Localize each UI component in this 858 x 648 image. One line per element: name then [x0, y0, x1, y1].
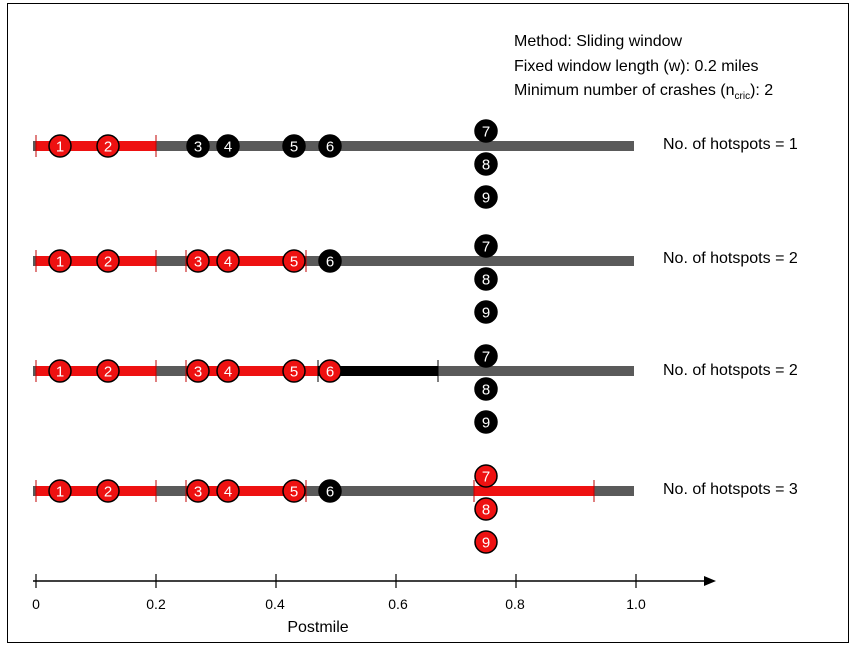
crash-marker-3	[186, 134, 210, 158]
crash-marker-2	[96, 359, 120, 383]
crash-number: 8	[482, 272, 490, 289]
crash-number: 6	[326, 364, 334, 381]
crash-number: 5	[290, 364, 298, 381]
crash-number: 7	[482, 124, 490, 141]
axis-tick-label: 0.8	[505, 596, 525, 612]
crash-number: 3	[194, 254, 202, 271]
crash-number: 3	[194, 364, 202, 381]
crash-number: 3	[194, 484, 202, 501]
axis-label: Postmile	[287, 619, 349, 636]
axis-tick-label: 0	[32, 596, 40, 612]
crash-number: 1	[56, 139, 64, 156]
axis-tick-label: 0.6	[388, 596, 408, 612]
crash-number: 1	[56, 364, 64, 381]
crash-marker-5	[282, 249, 306, 273]
crash-number: 8	[482, 382, 490, 399]
crash-marker-8	[474, 152, 498, 176]
crash-marker-3	[186, 479, 210, 503]
method-text: Method: Sliding window	[514, 33, 683, 50]
crash-number: 7	[482, 349, 490, 366]
crash-marker-2	[96, 134, 120, 158]
crash-number: 2	[104, 254, 112, 271]
crash-number: 2	[104, 139, 112, 156]
crash-number: 5	[290, 254, 298, 271]
crash-number: 9	[482, 415, 490, 432]
min-crashes-text: Minimum number of crashes (ncric): 2	[514, 82, 774, 103]
crash-marker-5	[282, 134, 306, 158]
crash-marker-2	[96, 479, 120, 503]
crash-number: 4	[224, 139, 232, 156]
crash-number: 8	[482, 157, 490, 174]
crash-number: 5	[290, 139, 298, 156]
crash-number: 1	[56, 254, 64, 271]
crash-marker-4	[216, 134, 240, 158]
crash-marker-2	[96, 249, 120, 273]
crash-number: 5	[290, 484, 298, 501]
crash-number: 6	[326, 254, 334, 271]
crash-number: 6	[326, 139, 334, 156]
crash-number: 7	[482, 469, 490, 486]
crash-marker-5	[282, 359, 306, 383]
axis-arrow-icon	[704, 576, 716, 586]
hotspot-count-row-3: No. of hotspots = 2	[663, 362, 798, 379]
crash-marker-1	[48, 134, 72, 158]
hotspot-count-row-1: No. of hotspots = 1	[663, 136, 798, 153]
crash-marker-6	[318, 479, 342, 503]
crash-number: 2	[104, 484, 112, 501]
crash-number: 3	[194, 139, 202, 156]
crash-marker-6	[318, 359, 342, 383]
crash-marker-8	[474, 267, 498, 291]
crash-number: 2	[104, 364, 112, 381]
crash-marker-6	[318, 134, 342, 158]
crash-number: 4	[224, 484, 232, 501]
crash-number: 6	[326, 484, 334, 501]
crash-number: 4	[224, 364, 232, 381]
crash-marker-9	[474, 530, 498, 554]
crash-number: 8	[482, 502, 490, 519]
crash-number: 7	[482, 239, 490, 256]
crash-marker-9	[474, 300, 498, 324]
crash-marker-9	[474, 410, 498, 434]
crash-marker-3	[186, 249, 210, 273]
crash-number: 9	[482, 305, 490, 322]
crash-marker-3	[186, 359, 210, 383]
crash-marker-8	[474, 377, 498, 401]
crash-marker-4	[216, 249, 240, 273]
crash-number: 4	[224, 254, 232, 271]
crash-marker-1	[48, 359, 72, 383]
crash-marker-1	[48, 479, 72, 503]
window-length-text: Fixed window length (w): 0.2 miles	[514, 58, 759, 75]
crash-marker-5	[282, 479, 306, 503]
crash-marker-7	[474, 344, 498, 368]
crash-marker-6	[318, 249, 342, 273]
crash-marker-4	[216, 479, 240, 503]
crash-marker-8	[474, 497, 498, 521]
crash-marker-7	[474, 464, 498, 488]
hotspot-count-row-4: No. of hotspots = 3	[663, 481, 798, 498]
crash-number: 9	[482, 190, 490, 207]
crash-marker-7	[474, 119, 498, 143]
axis-tick-label: 0.4	[265, 596, 285, 612]
hotspot-count-row-2: No. of hotspots = 2	[663, 250, 798, 267]
crash-marker-1	[48, 249, 72, 273]
axis-tick-label: 1.0	[626, 596, 646, 612]
axis-tick-label: 0.2	[146, 596, 166, 612]
diagram-frame	[7, 3, 849, 643]
crash-marker-7	[474, 234, 498, 258]
crash-number: 9	[482, 535, 490, 552]
crash-number: 1	[56, 484, 64, 501]
crash-marker-9	[474, 185, 498, 209]
crash-marker-4	[216, 359, 240, 383]
